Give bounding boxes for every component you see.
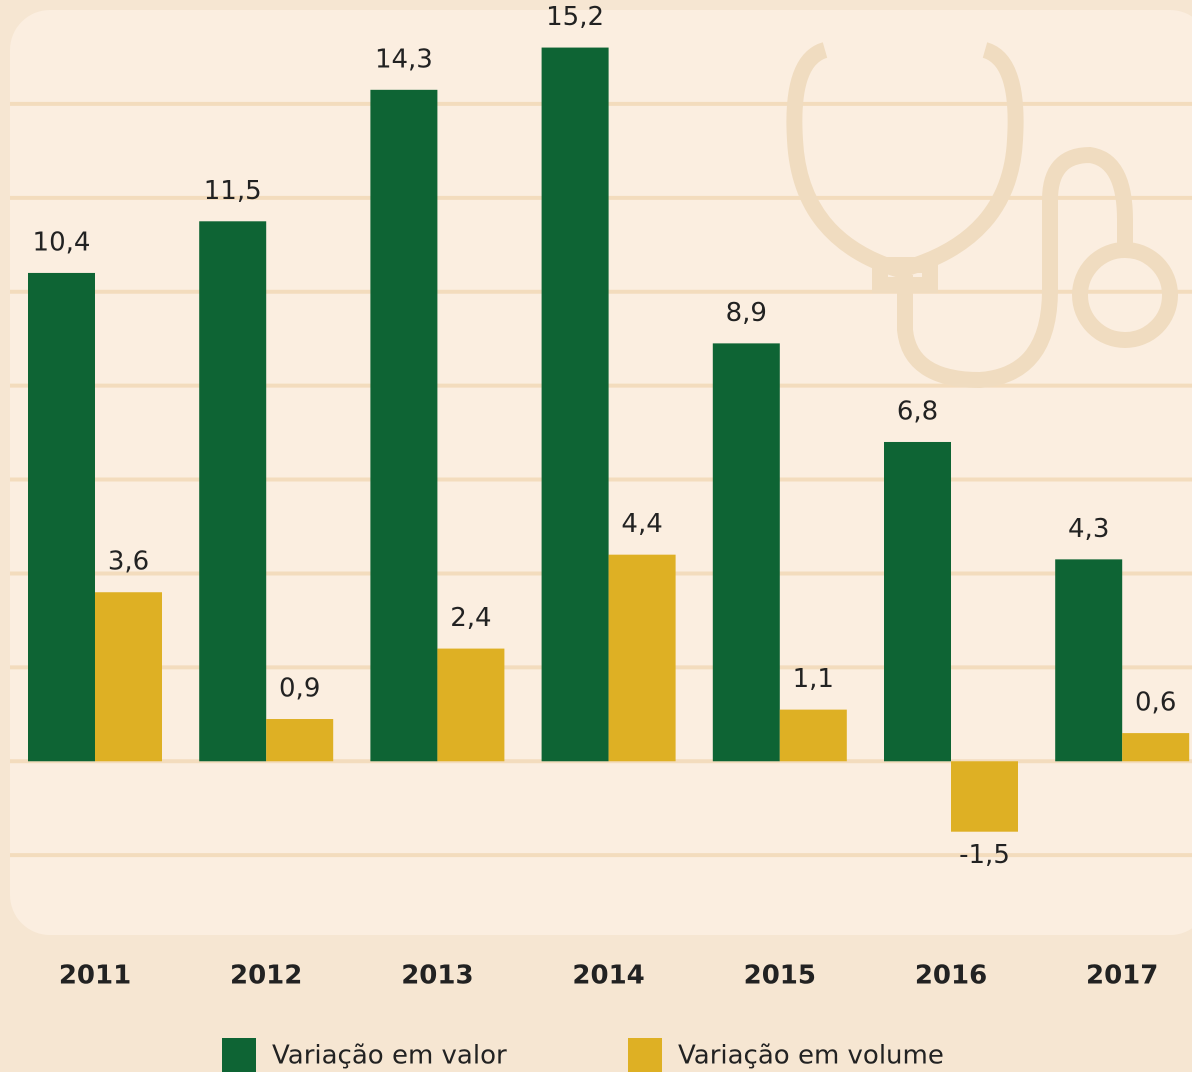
value-label: 4,3 <box>1068 514 1109 544</box>
legend-label: Variação em volume <box>678 1041 944 1071</box>
x-tick-label: 2012 <box>230 961 302 991</box>
x-tick-label: 2013 <box>401 961 473 991</box>
x-tick-label: 2017 <box>1086 961 1158 991</box>
x-tick-label: 2014 <box>572 961 644 991</box>
value-label: 10,4 <box>33 227 91 257</box>
legend-swatch <box>628 1038 662 1072</box>
bar <box>541 47 609 762</box>
value-label: 15,2 <box>546 2 604 32</box>
value-label: 4,4 <box>621 509 662 539</box>
bar <box>437 648 505 762</box>
value-label: 8,9 <box>726 298 767 328</box>
bar <box>779 709 847 762</box>
legend-label: Variação em valor <box>272 1041 507 1071</box>
bar <box>199 221 267 762</box>
bar <box>1055 559 1123 762</box>
bar <box>884 441 951 762</box>
value-label: 11,5 <box>204 176 262 206</box>
value-label: 14,3 <box>375 44 433 74</box>
bar <box>28 272 95 762</box>
value-label: -1,5 <box>959 840 1010 870</box>
value-label: 0,9 <box>279 674 320 704</box>
value-label: 6,8 <box>897 396 938 426</box>
bar <box>608 554 676 762</box>
bar <box>370 89 438 762</box>
value-label: 3,6 <box>108 547 149 577</box>
value-label: 2,4 <box>450 603 491 633</box>
marks: 10,4 3,6 11,5 0,9 14,3 2,4 15,2 4,4 8,9 1,1 6,8 -1,… <box>28 2 1190 870</box>
x-tick-label: 2016 <box>915 961 987 991</box>
bar <box>266 719 334 762</box>
bar <box>712 343 780 762</box>
bar <box>951 761 1018 832</box>
value-label: 1,1 <box>793 664 834 694</box>
bar <box>1122 733 1190 762</box>
stethoscope-icon <box>786 42 1178 389</box>
legend-swatch <box>222 1038 256 1072</box>
bar <box>95 592 162 762</box>
value-label: 0,6 <box>1135 688 1176 718</box>
x-tick-label: 2015 <box>744 961 816 991</box>
x-tick-label: 2011 <box>59 961 131 991</box>
